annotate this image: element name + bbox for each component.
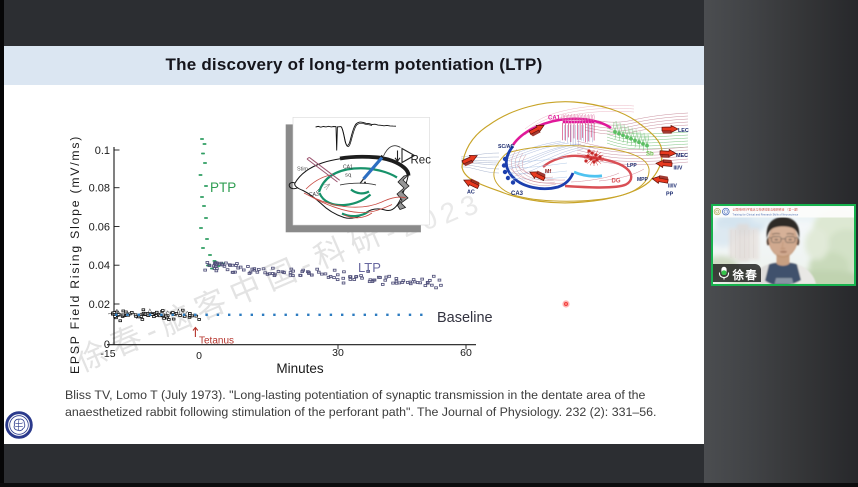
svg-text:SC/AC: SC/AC [498, 144, 514, 150]
svg-text:LTP: LTP [358, 260, 381, 275]
svg-text:SC: SC [345, 173, 352, 178]
svg-text:脑: 脑 [155, 298, 197, 342]
svg-text:CA1: CA1 [343, 165, 353, 171]
svg-text:中: 中 [224, 268, 266, 312]
svg-text:CA3: CA3 [511, 191, 524, 197]
svg-text:0.02: 0.02 [89, 299, 110, 311]
svg-text:科: 科 [309, 231, 351, 275]
svg-text:全国神经科学临床与科研技能高级研修班 （第一期）: 全国神经科学临床与科研技能高级研修班 （第一期） [733, 208, 801, 212]
svg-text:Training for Clinical and Rese: Training for Clinical and Research Skill… [733, 213, 799, 216]
svg-text:0.08: 0.08 [89, 183, 110, 195]
svg-text:Baseline: Baseline [437, 310, 493, 326]
svg-text:Mf: Mf [545, 169, 551, 175]
svg-text:60: 60 [460, 347, 472, 359]
svg-text:0.04: 0.04 [89, 260, 110, 272]
svg-text:Minutes: Minutes [276, 361, 324, 376]
svg-text:0: 0 [104, 339, 110, 351]
svg-text:CA3: CA3 [309, 192, 319, 198]
svg-text:Sb: Sb [646, 152, 654, 158]
svg-text:LEC: LEC [678, 128, 689, 134]
svg-text:国: 国 [259, 253, 301, 297]
svg-text:PTP: PTP [210, 180, 236, 195]
svg-text:30: 30 [332, 347, 344, 359]
svg-text:0.06: 0.06 [89, 221, 110, 233]
svg-text:AC: AC [467, 190, 475, 196]
svg-text:III/V: III/V [674, 166, 684, 172]
svg-text:客: 客 [189, 283, 231, 327]
svg-text:CA1: CA1 [548, 116, 561, 122]
svg-text:-15: -15 [100, 348, 115, 360]
svg-text:LPP: LPP [627, 163, 637, 169]
svg-text:MPP: MPP [637, 177, 649, 183]
svg-text:Stim: Stim [297, 167, 308, 173]
svg-text:Rec: Rec [411, 155, 432, 167]
svg-text:EPSP Field Rising Slope (mV/ms: EPSP Field Rising Slope (mV/ms) [68, 135, 82, 374]
svg-text:0: 0 [196, 350, 202, 362]
svg-text:MEC: MEC [676, 153, 688, 159]
svg-text:0.1: 0.1 [95, 145, 110, 157]
svg-text:PP: PP [666, 192, 674, 198]
svg-text:II/IV: II/IV [668, 184, 678, 190]
svg-text:Tetanus: Tetanus [199, 336, 234, 347]
svg-text:DG: DG [612, 179, 621, 185]
